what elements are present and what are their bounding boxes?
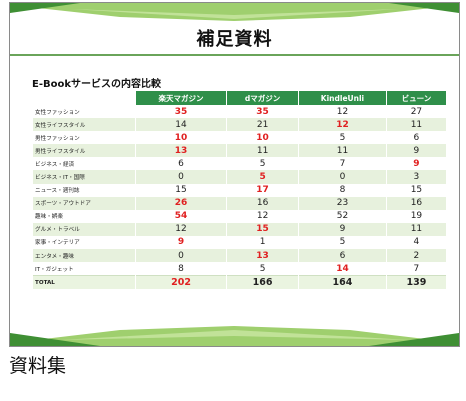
table-row: 趣味・娯楽 54 12 52 19 — [33, 209, 446, 223]
table-row: ニュース・週刊誌 15 17 8 15 — [33, 183, 446, 197]
slide-title: 補足資料 — [196, 29, 273, 50]
comparison-table: 楽天マガジン dマガジン KindleUnli ビューン 女性ファッション 35 3… — [33, 91, 446, 290]
row-label: ビジネス・IT・国際 — [33, 170, 136, 184]
table-cell: 13 — [134, 144, 227, 158]
table-cell: 9 — [134, 235, 227, 250]
section-title: E-Bookサービスの内容比較 — [32, 79, 161, 90]
table-cell: 0 — [134, 249, 227, 263]
column-header-kindleunli: KindleUnli — [298, 91, 387, 105]
table-cell: 5 — [226, 170, 299, 184]
column-header-dmagazine: dマガジン — [226, 91, 299, 105]
total-cell: 164 — [298, 275, 387, 290]
table-cell: 15 — [226, 222, 299, 236]
total-cell: 139 — [385, 275, 446, 290]
table-cell: 26 — [134, 196, 227, 210]
table-cell: 5 — [298, 235, 387, 250]
table-cell: 10 — [134, 131, 227, 145]
table-row: ビジネス・経済 6 5 7 9 — [33, 157, 446, 171]
table-cell: 4 — [385, 235, 446, 250]
table-cell: 17 — [226, 183, 299, 197]
table-cell: 21 — [226, 118, 299, 132]
row-label: 家事・インテリア — [33, 235, 136, 250]
row-label: ビジネス・経済 — [33, 157, 136, 171]
table-cell: 5 — [226, 157, 299, 171]
table-cell: 3 — [385, 170, 446, 184]
table-row: エンタメ・趣味 0 13 6 2 — [33, 249, 446, 263]
table-cell: 54 — [134, 209, 227, 223]
table-cell: 16 — [226, 196, 299, 210]
table-cell: 14 — [298, 262, 387, 276]
caption: 資料集 — [9, 355, 67, 377]
top-ribbon-decoration — [10, 3, 459, 31]
row-label: 趣味・娯楽 — [33, 209, 136, 223]
table-cell: 12 — [226, 209, 299, 223]
table-cell: 23 — [298, 196, 387, 210]
table-cell: 7 — [385, 262, 446, 276]
total-label: TOTAL — [33, 275, 136, 290]
table-row: 男性ファッション 10 10 5 6 — [33, 131, 446, 145]
row-label: グルメ・トラベル — [33, 222, 136, 236]
table-header-row: 楽天マガジン dマガジン KindleUnli ビューン — [33, 91, 446, 105]
table-cell: 11 — [385, 118, 446, 132]
table-cell: 13 — [226, 249, 299, 263]
table-cell: 1 — [226, 235, 299, 250]
column-header-viewn: ビューン — [385, 91, 446, 105]
table-corner-cell — [33, 91, 136, 105]
table-cell: 14 — [134, 118, 227, 132]
table-row: スポーツ・アウトドア 26 16 23 16 — [33, 196, 446, 210]
table-cell: 7 — [298, 157, 387, 171]
title-divider — [10, 54, 459, 56]
table-cell: 9 — [298, 222, 387, 236]
table-cell: 16 — [385, 196, 446, 210]
row-label: 女性ファッション — [33, 105, 136, 119]
table-cell: 12 — [134, 222, 227, 236]
table-cell: 27 — [385, 105, 446, 119]
table-row: グルメ・トラベル 12 15 9 11 — [33, 222, 446, 236]
table-body: 女性ファッション 35 35 12 27 女性ライフスタイル 14 21 12 11 男性ファッショ… — [33, 105, 446, 290]
table-row: IT・ガジェット 8 5 14 7 — [33, 262, 446, 276]
bottom-ribbon-decoration — [10, 316, 459, 346]
table-cell: 0 — [134, 170, 227, 184]
total-cell: 166 — [226, 275, 299, 290]
table-cell: 5 — [298, 131, 387, 145]
row-label: 男性ライフスタイル — [33, 144, 136, 158]
row-label: 男性ファッション — [33, 131, 136, 145]
table-cell: 9 — [385, 144, 446, 158]
table-cell: 0 — [298, 170, 387, 184]
table-cell: 6 — [298, 249, 387, 263]
table-cell: 11 — [298, 144, 387, 158]
table-cell: 12 — [298, 118, 387, 132]
table-cell: 12 — [298, 105, 387, 119]
table-cell: 35 — [226, 105, 299, 119]
table-row: 女性ファッション 35 35 12 27 — [33, 105, 446, 119]
table-row: 男性ライフスタイル 13 11 11 9 — [33, 144, 446, 158]
table-cell: 11 — [226, 144, 299, 158]
slide: 補足資料 E-Bookサービスの内容比較 楽天マガジン dマガジン Kindle… — [9, 2, 460, 347]
table-row: 家事・インテリア 9 1 5 4 — [33, 235, 446, 250]
table-cell: 15 — [385, 183, 446, 197]
row-label: ニュース・週刊誌 — [33, 183, 136, 197]
table-cell: 10 — [226, 131, 299, 145]
column-header-rakuten: 楽天マガジン — [134, 91, 227, 105]
row-label: エンタメ・趣味 — [33, 249, 136, 263]
table-cell: 6 — [134, 157, 227, 171]
table-cell: 35 — [134, 105, 227, 119]
row-label: スポーツ・アウトドア — [33, 196, 136, 210]
table-row: ビジネス・IT・国際 0 5 0 3 — [33, 170, 446, 184]
table-cell: 8 — [298, 183, 387, 197]
table-cell: 6 — [385, 131, 446, 145]
table-cell: 52 — [298, 209, 387, 223]
table-cell: 9 — [385, 157, 446, 171]
table-cell: 5 — [226, 262, 299, 276]
table-cell: 8 — [134, 262, 227, 276]
row-label: 女性ライフスタイル — [33, 118, 136, 132]
table-cell: 11 — [385, 222, 446, 236]
table-row: 女性ライフスタイル 14 21 12 11 — [33, 118, 446, 132]
total-row: TOTAL 202 166 164 139 — [33, 275, 446, 290]
table-cell: 15 — [134, 183, 227, 197]
total-cell: 202 — [134, 275, 227, 290]
row-label: IT・ガジェット — [33, 262, 136, 276]
table-cell: 19 — [385, 209, 446, 223]
table-cell: 2 — [385, 249, 446, 263]
